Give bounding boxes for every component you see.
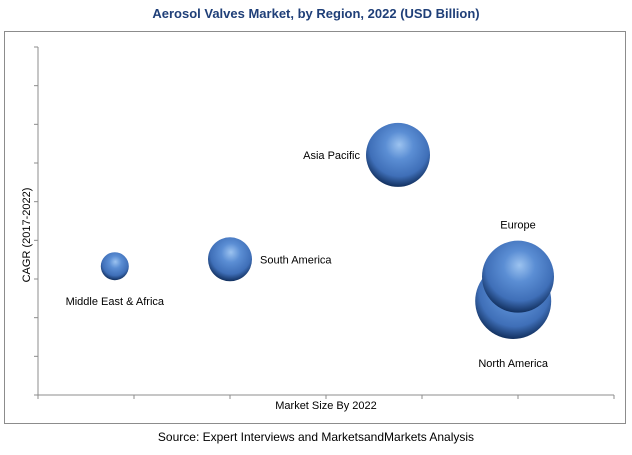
bubble-label: Middle East & Africa xyxy=(66,296,165,308)
source-note: Source: Expert Interviews and Marketsand… xyxy=(157,430,475,444)
chart-frame xyxy=(4,31,626,424)
x-axis-label: Market Size By 2022 xyxy=(275,400,377,412)
bubble-label: Asia Pacific xyxy=(303,150,360,162)
axes xyxy=(34,46,615,399)
bubbles-layer xyxy=(100,122,554,340)
bubble-middle-east-africa xyxy=(100,252,129,281)
chart-title: Aerosol Valves Market, by Region, 2022 (… xyxy=(152,6,480,21)
bubble-label: South America xyxy=(260,254,332,266)
bubble-europe xyxy=(482,240,554,313)
bubble-asia-pacific xyxy=(366,122,430,187)
bubble-south-america xyxy=(208,237,252,282)
bubble-label: Europe xyxy=(500,220,535,232)
bubble-label: North America xyxy=(478,358,549,370)
y-axis-label: CAGR (2017-2022) xyxy=(21,188,33,283)
bubble-labels-layer: Middle East & Africa South America Asia Pa… xyxy=(66,150,549,370)
